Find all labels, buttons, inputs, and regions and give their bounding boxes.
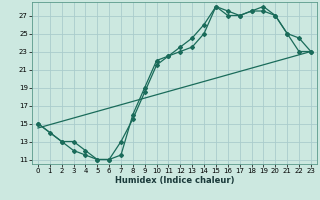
X-axis label: Humidex (Indice chaleur): Humidex (Indice chaleur)	[115, 176, 234, 185]
